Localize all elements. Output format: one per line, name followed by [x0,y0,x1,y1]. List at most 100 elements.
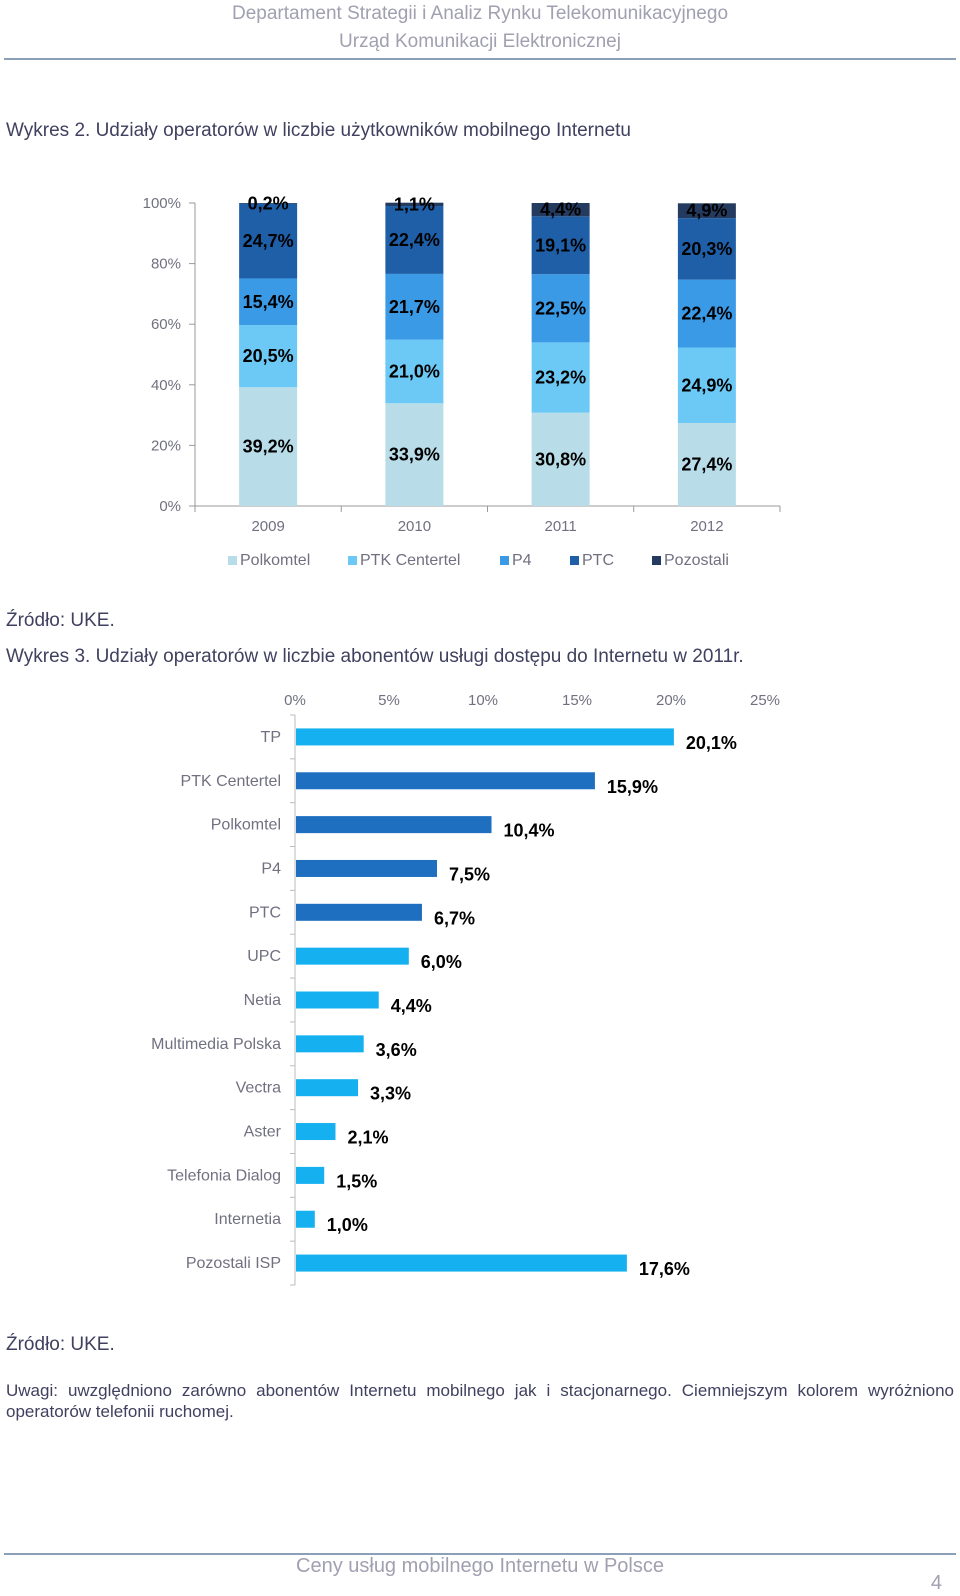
category-label: Telefonia Dialog [167,1167,281,1184]
bar-segment [531,216,590,275]
legend-entry: Polkomtel [240,552,310,569]
chart1-caption: Wykres 2. Udziały operatorów w liczbie u… [6,120,631,141]
data-label: 20,5% [243,346,294,366]
x-tick-label: 10% [468,692,498,709]
category-label: Multimedia Polska [151,1036,281,1053]
x-tick-label: 2011 [544,518,576,535]
data-label: 0,2% [248,193,289,213]
category-label: PTC [249,904,281,921]
data-label: 15,9% [607,777,658,797]
bar-segment [677,422,736,506]
data-label: 4,9% [686,201,727,221]
bar-segment [385,403,444,506]
bar [296,903,422,921]
x-tick-label: 5% [378,692,400,709]
bar-segment [239,278,298,326]
data-label: 10,4% [504,821,555,841]
category-label: UPC [247,948,281,965]
bar-segment [677,279,736,348]
legend-swatch [228,556,237,565]
footer-title: Ceny usług mobilnego Internetu w Polsce [296,1555,664,1577]
data-label: 33,9% [389,445,440,465]
data-label: 20,1% [686,733,737,753]
data-label: 3,6% [376,1040,417,1060]
bar-segment [385,273,444,340]
bar-segment [531,342,590,413]
bar-segment [239,387,298,506]
bar [296,772,595,790]
bar [296,991,379,1009]
y-tick-label: 80% [151,256,181,273]
data-label: 1,0% [327,1215,368,1235]
x-tick-label: 15% [562,692,592,709]
bar-segment [677,218,736,280]
legend-entry: PTK Centertel [360,552,460,569]
bar [296,1123,336,1141]
category-label: P4 [261,860,281,877]
header-line-1: Departament Strategii i Analiz Rynku Tel… [231,3,729,24]
page-header: Departament Strategii i Analiz Rynku Tel… [0,0,960,56]
bar-segment [385,206,444,274]
data-label: 27,4% [681,454,732,474]
y-tick-label: 40% [151,377,181,394]
x-tick-label: 2010 [398,518,431,535]
bar [296,947,409,965]
data-label: 21,7% [389,297,440,317]
bar-segment [677,347,736,423]
x-tick-label: 2009 [251,518,284,535]
bar-segment [239,203,298,204]
category-label: Netia [244,992,281,1009]
bar-segment [677,203,736,219]
legend-swatch [652,556,661,565]
legend-swatch [570,556,579,565]
bar-segment [239,203,298,279]
bar-segment [531,203,590,217]
bar [296,859,437,877]
data-label: 2,1% [347,1128,388,1148]
bar [296,1035,364,1053]
header-line-2: Urząd Komunikacji Elektronicznej [339,31,621,52]
legend-swatch [500,556,509,565]
data-label: 4,4% [540,200,581,220]
chart1-source: Źródło: UKE. [6,610,115,631]
data-label: 19,1% [535,235,586,255]
bar-segment [385,202,444,207]
category-label: Pozostali ISP [186,1255,281,1272]
y-tick-label: 100% [143,195,181,212]
legend-entry: Pozostali [664,552,729,569]
bar-segment [531,274,590,343]
data-label: 21,0% [389,361,440,381]
bar [296,1079,359,1097]
data-label: 39,2% [243,437,294,457]
bar [296,1166,325,1184]
data-label: 4,4% [391,996,432,1016]
data-label: 24,9% [681,375,732,395]
data-label: 24,7% [243,231,294,251]
x-tick-label: 2012 [690,518,723,535]
y-tick-label: 20% [151,437,181,454]
footer-divider [4,1553,956,1555]
data-label: 15,4% [243,292,294,312]
chart2-source: Źródło: UKE. [6,1334,115,1355]
chart-note: Uwagi: uwzględniono zarówno abonentów In… [6,1381,954,1421]
data-label: 17,6% [639,1259,690,1279]
category-label: Vectra [236,1080,281,1097]
data-label: 23,2% [535,368,586,388]
category-label: Aster [244,1124,282,1141]
chart1-stacked-bar: 0% 20% 40% 60% 80% 100% 39,2% 20,5% 15,4% 24,7% 0,… [143,193,781,569]
bar [296,1254,627,1272]
y-tick-label: 0% [159,498,181,515]
x-tick-label: 20% [656,692,686,709]
data-label: 3,3% [370,1084,411,1104]
data-label: 7,5% [449,864,490,884]
category-label: TP [261,729,281,746]
category-label: PTK Centertel [181,773,281,790]
data-label: 1,5% [336,1171,377,1191]
bar [296,728,674,746]
bar-segment [239,325,298,388]
page-number: 4 [930,1572,942,1594]
legend-entry: PTC [582,552,614,569]
legend-swatch [348,556,357,565]
legend-entry: P4 [512,552,532,569]
category-label: Internetia [214,1211,281,1228]
